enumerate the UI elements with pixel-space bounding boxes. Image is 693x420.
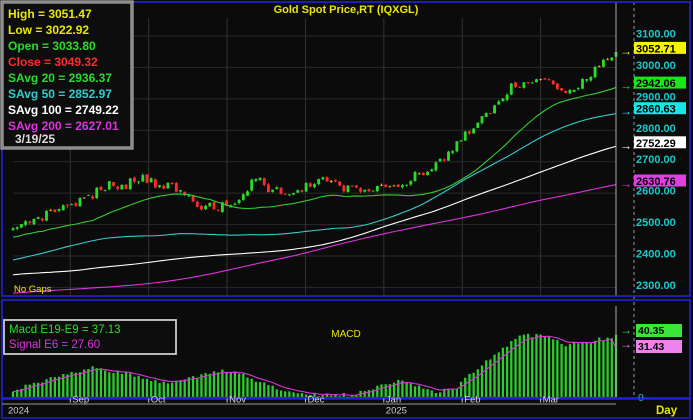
svg-text:3052.71: 3052.71 — [636, 43, 676, 55]
svg-text:SAvg 100 = 2749.22: SAvg 100 = 2749.22 — [8, 103, 119, 117]
svg-text:2300.00: 2300.00 — [636, 280, 676, 292]
svg-text:Jan: Jan — [386, 395, 401, 406]
svg-text:→: → — [620, 79, 632, 93]
svg-text:Dec: Dec — [308, 395, 325, 406]
svg-text:MACD: MACD — [331, 329, 360, 340]
svg-text:Open = 3033.80: Open = 3033.80 — [8, 39, 96, 53]
svg-text:2752.29: 2752.29 — [636, 138, 676, 150]
svg-text:2500.00: 2500.00 — [636, 217, 676, 229]
svg-text:High = 3051.47: High = 3051.47 — [8, 7, 92, 21]
svg-text:2024: 2024 — [8, 406, 29, 417]
svg-text:3100.00: 3100.00 — [636, 29, 676, 41]
svg-text:Nov: Nov — [229, 395, 246, 406]
svg-text:Sep: Sep — [72, 395, 89, 406]
svg-text:Gold Spot Price,RT (IQXGL): Gold Spot Price,RT (IQXGL) — [274, 4, 419, 16]
svg-text:Day: Day — [656, 405, 678, 417]
svg-text:→: → — [620, 337, 632, 351]
svg-text:3000.00: 3000.00 — [636, 60, 676, 72]
svg-text:SAvg 20 = 2936.37: SAvg 20 = 2936.37 — [8, 71, 112, 85]
svg-text:→: → — [620, 44, 632, 58]
svg-text:SAvg 200 = 2627.01: SAvg 200 = 2627.01 — [8, 119, 119, 133]
svg-text:Macd E19-E9 = 37.13: Macd E19-E9 = 37.13 — [9, 324, 121, 336]
svg-text:0: 0 — [638, 392, 644, 404]
svg-text:2800.00: 2800.00 — [636, 123, 676, 135]
svg-text:2700.00: 2700.00 — [636, 154, 676, 166]
svg-text:3/19/25: 3/19/25 — [15, 132, 55, 146]
svg-text:No Gaps: No Gaps — [14, 284, 52, 295]
svg-text:→: → — [620, 138, 632, 152]
svg-text:Feb: Feb — [464, 395, 480, 406]
svg-text:→: → — [620, 104, 632, 118]
svg-text:2600.00: 2600.00 — [636, 186, 676, 198]
svg-text:Mar: Mar — [543, 395, 559, 406]
svg-text:2400.00: 2400.00 — [636, 249, 676, 261]
svg-text:Close = 3049.32: Close = 3049.32 — [8, 55, 98, 69]
svg-text:→: → — [620, 177, 632, 191]
svg-text:Oct: Oct — [151, 395, 166, 406]
svg-text:2025: 2025 — [386, 406, 407, 417]
svg-text:2860.63: 2860.63 — [636, 104, 676, 116]
svg-text:SAvg 50 = 2852.97: SAvg 50 = 2852.97 — [8, 87, 112, 101]
svg-text:Signal E6 = 27.60: Signal E6 = 27.60 — [9, 339, 100, 351]
svg-text:40.35: 40.35 — [638, 325, 664, 337]
svg-text:→: → — [620, 323, 632, 337]
svg-text:2942.06: 2942.06 — [636, 78, 676, 90]
svg-text:31.43: 31.43 — [638, 341, 664, 353]
svg-text:Low = 3022.92: Low = 3022.92 — [8, 23, 89, 37]
svg-text:2900.00: 2900.00 — [636, 91, 676, 103]
